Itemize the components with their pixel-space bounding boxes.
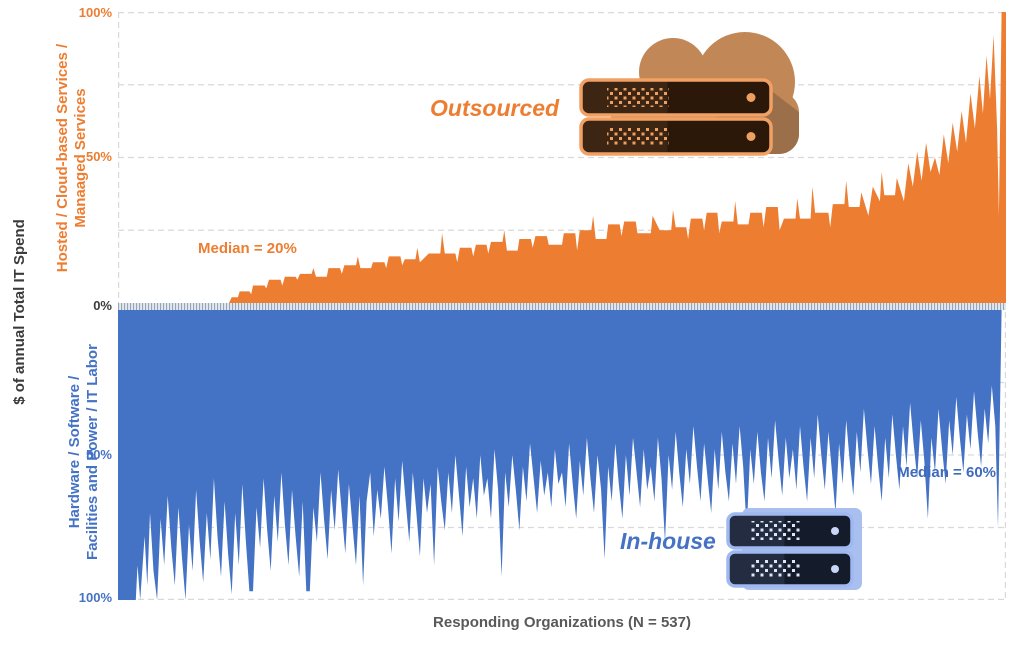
x-axis-title: Responding Organizations (N = 537) <box>433 614 691 631</box>
inhouse-server-units <box>726 512 854 588</box>
ytick-top-50: 50% <box>85 149 112 164</box>
outsourced-axis-label: Hosted / Cloud-based Services / Manaaged… <box>54 44 90 272</box>
inhouse-axis-label-line2: Facilities and Power / IT Labor <box>84 344 101 560</box>
ytick-bottom-100: 100% <box>78 590 112 605</box>
inhouse-area <box>118 310 1006 600</box>
inhouse-series-label: In-house <box>620 528 716 554</box>
inhouse-axis-label-line1: Hardware / Software / <box>66 375 83 529</box>
inhouse-servers-icon <box>726 508 862 590</box>
plot-area: Median = 20% Median = 60% Outsourced In-… <box>118 12 1006 600</box>
outsourced-servers-icon <box>579 78 773 156</box>
ytick-top-100: 100% <box>78 5 112 20</box>
ytick-zero: 0% <box>93 298 112 313</box>
cloud-servers-icon <box>579 32 799 156</box>
inhouse-axis-label: Hardware / Software / Facilities and Pow… <box>66 344 102 560</box>
outsourced-series-label: Outsourced <box>430 95 560 121</box>
chart-canvas <box>118 12 1006 600</box>
inhouse-median-annotation: Median = 60% <box>897 464 996 481</box>
ytick-bottom-50: 50% <box>85 447 112 462</box>
outsourced-median-annotation: Median = 20% <box>198 240 297 257</box>
y-axis-title: $ of annual Total IT Spend <box>11 219 28 405</box>
category-axis-tick-strip <box>118 303 1006 310</box>
outsourced-axis-label-line1: Hosted / Cloud-based Services / <box>54 43 71 273</box>
outsourced-area <box>118 12 1006 303</box>
outsourced-axis-label-line2: Manaaged Services <box>72 88 89 228</box>
